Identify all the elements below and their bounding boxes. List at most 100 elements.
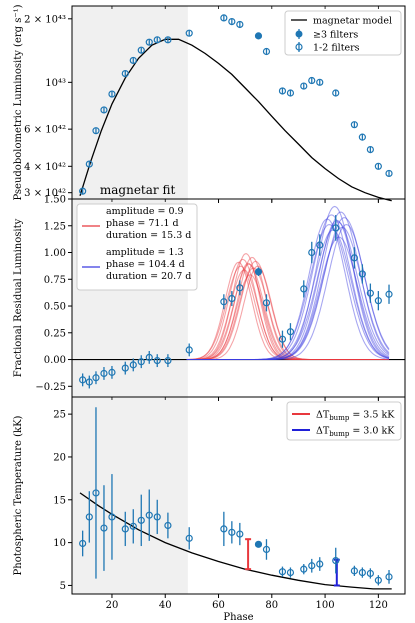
legend-label: amplitude = 1.3 [106, 247, 184, 258]
fit-region-shade [72, 6, 188, 199]
data-point [358, 264, 366, 284]
x-tick-label: 60 [212, 600, 225, 611]
bump-curve-0 [186, 267, 389, 361]
data-marker [185, 534, 193, 542]
data-marker [129, 361, 137, 369]
data-point [228, 521, 236, 544]
x-tick-label: 80 [265, 600, 278, 611]
data-point [85, 375, 93, 389]
data-point [100, 106, 108, 114]
data-marker [300, 285, 308, 293]
data-marker [316, 78, 324, 86]
data-point [121, 361, 129, 375]
data-point [145, 350, 153, 364]
x-axis-label: Phase [223, 612, 253, 623]
y-tick-label: 25 [53, 410, 66, 421]
bump-curve-0 [186, 262, 389, 361]
data-point [300, 82, 308, 90]
data-marker [278, 87, 287, 95]
data-point [350, 121, 358, 129]
data-marker [332, 224, 340, 232]
data-marker [366, 289, 374, 297]
bump-curve-0 [186, 253, 389, 361]
data-point [385, 284, 393, 304]
y-tick-label: 1.50 [44, 195, 66, 206]
data-marker [100, 369, 108, 378]
data-point [185, 29, 193, 37]
data-marker [92, 489, 100, 497]
data-point [137, 494, 145, 547]
data-marker [85, 160, 93, 168]
legend: magnetar model ≥3 filters 1-2 filters [284, 10, 402, 56]
data-point [350, 247, 358, 269]
data-marker [254, 268, 263, 276]
data-marker [228, 18, 236, 26]
y-tick-label: 4 × 10⁴² [24, 162, 66, 173]
data-point [79, 530, 87, 557]
y-axis-label: Photospheric Temperature (kK) [13, 415, 24, 575]
data-point [316, 78, 324, 86]
bump-curve-1 [186, 214, 390, 361]
y-tick-label: 10⁴³ [45, 78, 66, 89]
data-marker [236, 284, 244, 292]
data-point [220, 14, 228, 22]
data-point [92, 371, 100, 385]
fit-region-label: magnetar fit [100, 183, 176, 197]
x-tick-label: 40 [159, 600, 172, 611]
data-marker [100, 524, 108, 532]
data-point [332, 547, 340, 574]
data-point [108, 474, 116, 560]
bump-curve-1 [186, 211, 390, 361]
data-point [153, 354, 161, 368]
data-marker [185, 346, 193, 354]
legend-label: phase = 104.4 d [106, 259, 185, 270]
model-curve [79, 38, 392, 202]
data-marker [85, 378, 93, 386]
data-point [385, 570, 393, 584]
y-tick-label: 2 × 10⁴³ [24, 14, 66, 25]
data-point [366, 146, 374, 154]
data-marker [108, 90, 116, 98]
data-marker [278, 568, 287, 576]
data-marker [79, 187, 87, 195]
data-point [308, 241, 316, 264]
data-point [236, 280, 244, 296]
data-marker [220, 298, 228, 306]
data-marker [286, 568, 295, 577]
legend-label-value: = 3.0 kK [349, 426, 395, 437]
data-marker [164, 357, 172, 365]
data-point [374, 291, 382, 311]
data-point [164, 512, 172, 539]
data-marker [137, 46, 145, 54]
legend-label: ΔTbump = 3.0 kK [316, 426, 395, 439]
data-point [358, 133, 366, 141]
data-marker [92, 374, 100, 382]
data-marker [358, 270, 366, 278]
data-marker [108, 513, 116, 521]
data-marker [350, 567, 358, 575]
data-marker [262, 47, 271, 56]
legend-label: ≥3 filters [313, 30, 358, 41]
axes-frame [71, 396, 406, 595]
data-marker [220, 14, 228, 22]
bump-curve-0 [186, 256, 389, 361]
data-point [220, 511, 228, 547]
data-marker [145, 353, 153, 361]
legend-box [76, 203, 198, 291]
data-marker [366, 569, 374, 578]
data-point [358, 567, 366, 578]
data-marker [145, 511, 153, 519]
data-marker [121, 525, 129, 533]
data-marker [164, 36, 172, 44]
data-marker [374, 297, 382, 305]
data-point [236, 522, 244, 546]
bump-curve-1 [186, 221, 390, 361]
data-point [278, 330, 287, 348]
data-point [129, 358, 137, 372]
data-marker [108, 368, 116, 376]
y-tick-label: −0.25 [35, 382, 66, 393]
y-tick-label: 0.75 [44, 275, 66, 286]
y-tick-label: 10 [53, 538, 66, 549]
data-point [278, 87, 287, 95]
y-tick-label: 5 [60, 581, 66, 592]
